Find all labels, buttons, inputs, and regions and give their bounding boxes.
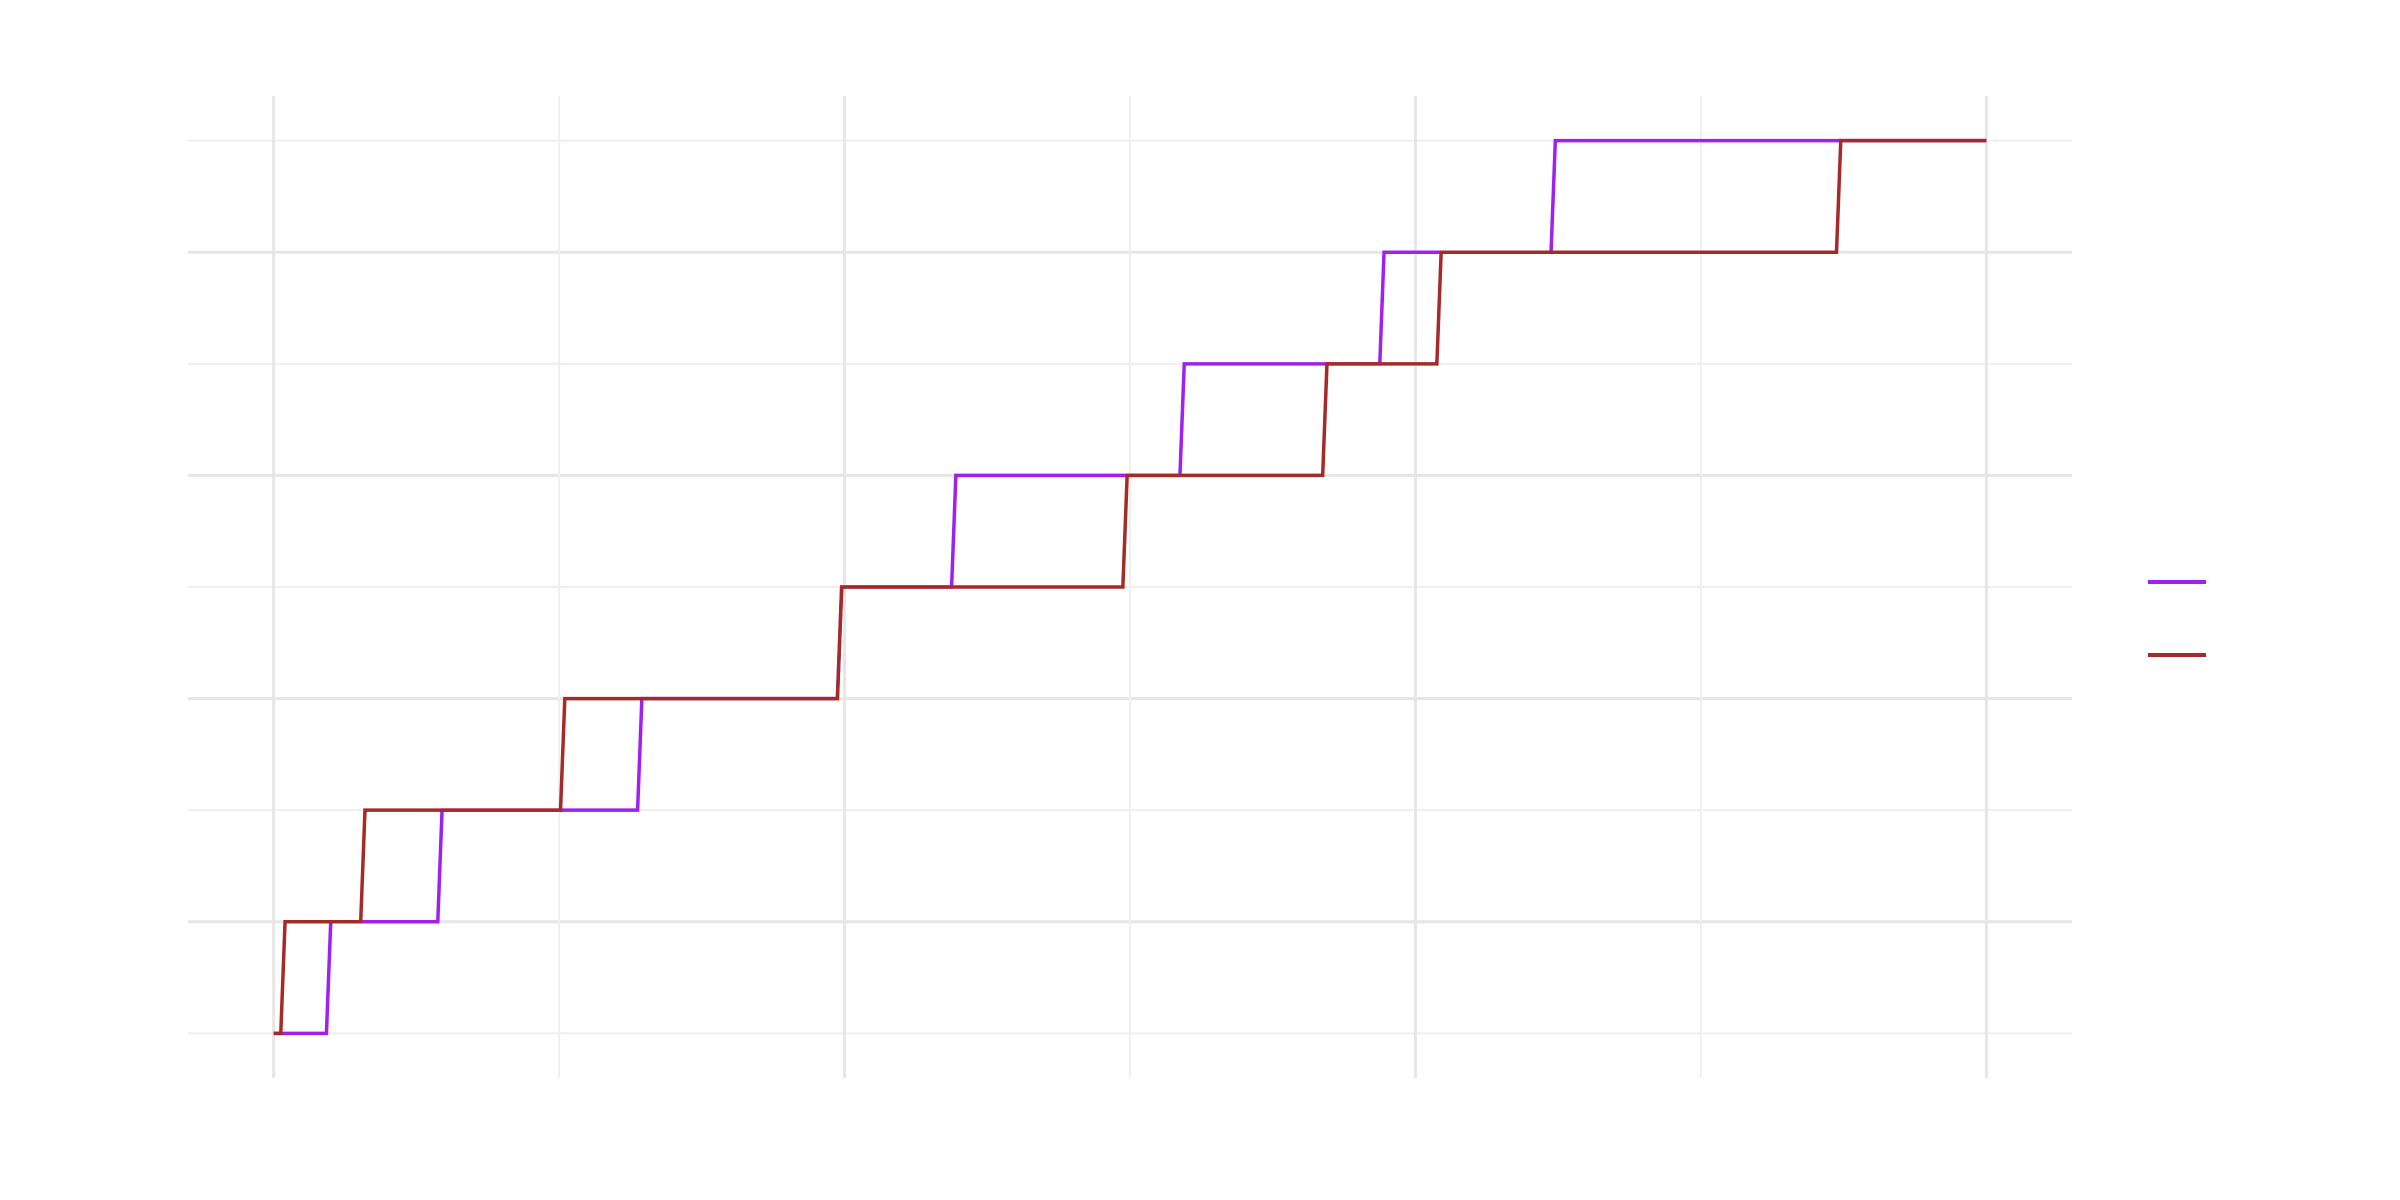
legend <box>2148 580 2206 657</box>
grid <box>188 96 2072 1078</box>
series-lines <box>273 138 1987 1036</box>
series-line-2 <box>273 138 1987 1036</box>
